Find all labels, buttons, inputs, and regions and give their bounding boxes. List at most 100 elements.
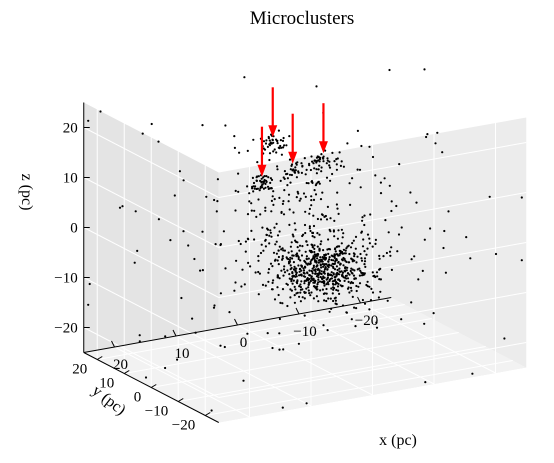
data-point: [296, 291, 299, 294]
data-point: [311, 267, 314, 270]
data-point: [314, 279, 317, 282]
data-point: [346, 272, 350, 275]
data-point: [281, 302, 284, 305]
data-point: [297, 257, 300, 261]
data-point: [264, 239, 267, 242]
data-point: [233, 135, 236, 138]
data-point: [442, 246, 445, 250]
data-point: [201, 124, 204, 127]
data-point: [311, 272, 314, 275]
data-point: [295, 240, 298, 243]
data-point: [246, 213, 250, 216]
data-point: [261, 226, 264, 229]
data-point: [288, 208, 291, 211]
data-point: [277, 129, 280, 132]
data-point: [342, 264, 345, 267]
data-point: [321, 156, 325, 159]
data-point: [213, 304, 216, 307]
data-point: [277, 293, 280, 297]
data-point: [313, 247, 316, 250]
data-point: [254, 185, 257, 188]
data-point: [309, 168, 312, 172]
data-point: [295, 196, 298, 199]
data-point: [312, 224, 316, 228]
data-point: [319, 243, 322, 246]
data-point: [356, 129, 359, 132]
data-point: [259, 187, 262, 190]
data-point: [325, 283, 328, 286]
data-point: [300, 254, 304, 257]
data-point: [263, 148, 267, 151]
data-point: [360, 271, 363, 274]
data-point: [360, 259, 364, 262]
data-point: [233, 289, 236, 292]
data-point: [256, 161, 259, 164]
data-point: [364, 265, 367, 268]
data-point: [317, 180, 320, 183]
data-point: [368, 308, 371, 311]
data-point: [322, 257, 325, 260]
data-point: [353, 306, 356, 309]
arrow-head: [268, 125, 278, 138]
data-point: [282, 213, 286, 216]
data-point: [164, 335, 167, 338]
data-point: [87, 119, 90, 122]
data-point: [265, 175, 268, 178]
y-tick-label: 0: [134, 390, 142, 406]
data-point: [344, 249, 347, 252]
data-point: [309, 229, 312, 233]
data-point: [282, 249, 285, 252]
data-point: [334, 260, 337, 263]
data-point: [246, 149, 249, 152]
data-point: [303, 275, 307, 278]
data-point: [313, 244, 316, 247]
data-point: [269, 177, 272, 180]
data-point: [272, 279, 275, 282]
data-point: [395, 204, 398, 208]
data-point: [332, 283, 335, 286]
data-point: [311, 231, 314, 234]
data-point: [488, 195, 491, 198]
data-point: [353, 269, 356, 272]
data-point: [312, 162, 315, 165]
data-point: [351, 281, 355, 285]
data-point: [265, 233, 268, 236]
data-point: [294, 270, 297, 273]
data-point: [293, 301, 296, 304]
data-point: [307, 281, 310, 284]
data-point: [310, 243, 313, 246]
data-point: [310, 251, 313, 254]
data-point: [335, 168, 338, 171]
data-point: [247, 238, 250, 241]
data-point: [337, 278, 340, 281]
data-point: [330, 258, 333, 262]
data-point: [307, 289, 310, 292]
data-point: [415, 201, 418, 204]
data-point: [289, 256, 292, 259]
data-point: [289, 181, 292, 184]
data-point: [311, 235, 314, 238]
data-point: [423, 322, 426, 325]
data-point: [388, 250, 392, 253]
data-point: [219, 292, 222, 295]
data-point: [326, 157, 329, 160]
data-point: [355, 284, 358, 288]
data-point: [312, 277, 315, 280]
data-point: [360, 257, 363, 260]
data-point: [366, 285, 369, 288]
data-point: [333, 297, 336, 300]
data-point: [315, 265, 318, 268]
data-point: [294, 228, 297, 231]
data-point: [268, 242, 271, 245]
y-tick: [150, 384, 157, 388]
data-point: [283, 271, 287, 274]
data-point: [201, 269, 204, 272]
data-point: [299, 286, 302, 289]
data-point: [286, 172, 289, 175]
data-point: [341, 304, 345, 307]
data-point: [329, 277, 332, 280]
data-point: [335, 274, 338, 277]
data-point: [269, 142, 272, 145]
data-point: [290, 163, 294, 166]
data-point: [298, 295, 301, 298]
